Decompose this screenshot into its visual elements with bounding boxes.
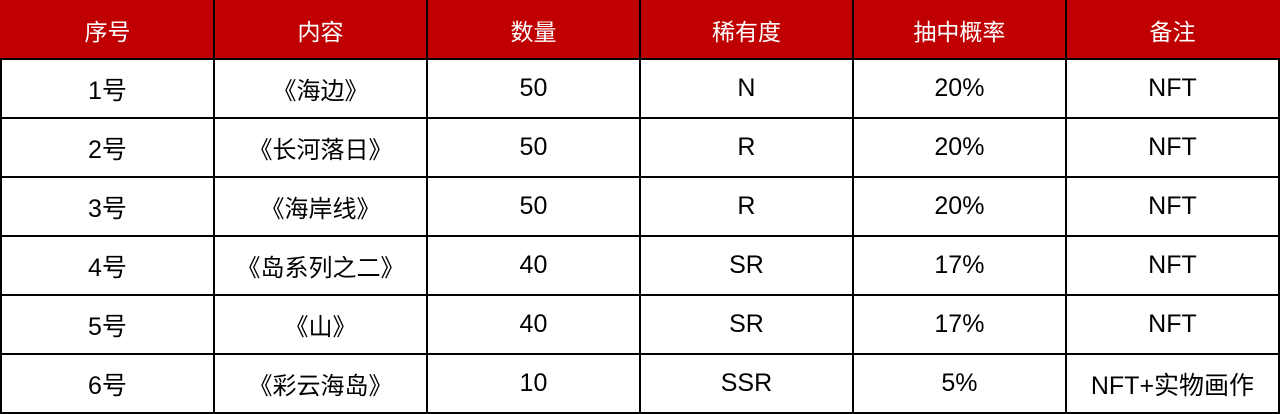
cell-serial: 2号	[0, 117, 215, 178]
cell-probability: 20%	[851, 176, 1067, 237]
cell-quantity: 50	[425, 58, 641, 119]
header-cell-rarity: 稀有度	[638, 0, 854, 60]
cell-probability: 20%	[851, 117, 1067, 178]
cell-serial: 6号	[0, 353, 215, 414]
table-row: 4号 《岛系列之二》 40 SR 17% NFT	[0, 235, 1280, 296]
header-cell-remarks: 备注	[1064, 0, 1280, 60]
cell-content: 《岛系列之二》	[212, 235, 428, 296]
cell-content: 《长河落日》	[212, 117, 428, 178]
cell-serial: 3号	[0, 176, 215, 237]
cell-content: 《彩云海岛》	[212, 353, 428, 414]
header-cell-probability: 抽中概率	[851, 0, 1067, 60]
header-cell-content: 内容	[212, 0, 428, 60]
table-row: 2号 《长河落日》 50 R 20% NFT	[0, 117, 1280, 178]
table-row: 3号 《海岸线》 50 R 20% NFT	[0, 176, 1280, 237]
header-row: 序号 内容 数量 稀有度 抽中概率 备注	[0, 0, 1280, 60]
cell-remarks: NFT	[1064, 294, 1280, 355]
cell-remarks: NFT+实物画作	[1064, 353, 1280, 414]
table-row: 1号 《海边》 50 N 20% NFT	[0, 58, 1280, 119]
cell-probability: 17%	[851, 294, 1067, 355]
cell-content: 《山》	[212, 294, 428, 355]
cell-remarks: NFT	[1064, 176, 1280, 237]
cell-content: 《海边》	[212, 58, 428, 119]
cell-remarks: NFT	[1064, 117, 1280, 178]
cell-serial: 5号	[0, 294, 215, 355]
cell-probability: 20%	[851, 58, 1067, 119]
cell-content: 《海岸线》	[212, 176, 428, 237]
cell-rarity: SR	[638, 235, 854, 296]
table-row: 5号 《山》 40 SR 17% NFT	[0, 294, 1280, 355]
cell-remarks: NFT	[1064, 235, 1280, 296]
cell-quantity: 10	[425, 353, 641, 414]
cell-probability: 5%	[851, 353, 1067, 414]
cell-quantity: 40	[425, 294, 641, 355]
header-cell-serial: 序号	[0, 0, 215, 60]
cell-rarity: R	[638, 117, 854, 178]
cell-rarity: N	[638, 58, 854, 119]
cell-quantity: 50	[425, 176, 641, 237]
cell-serial: 4号	[0, 235, 215, 296]
cell-remarks: NFT	[1064, 58, 1280, 119]
cell-rarity: SR	[638, 294, 854, 355]
cell-quantity: 50	[425, 117, 641, 178]
table-row: 6号 《彩云海岛》 10 SSR 5% NFT+实物画作	[0, 353, 1280, 414]
cell-rarity: SSR	[638, 353, 854, 414]
header-cell-quantity: 数量	[425, 0, 641, 60]
cell-quantity: 40	[425, 235, 641, 296]
cell-serial: 1号	[0, 58, 215, 119]
cell-probability: 17%	[851, 235, 1067, 296]
cell-rarity: R	[638, 176, 854, 237]
